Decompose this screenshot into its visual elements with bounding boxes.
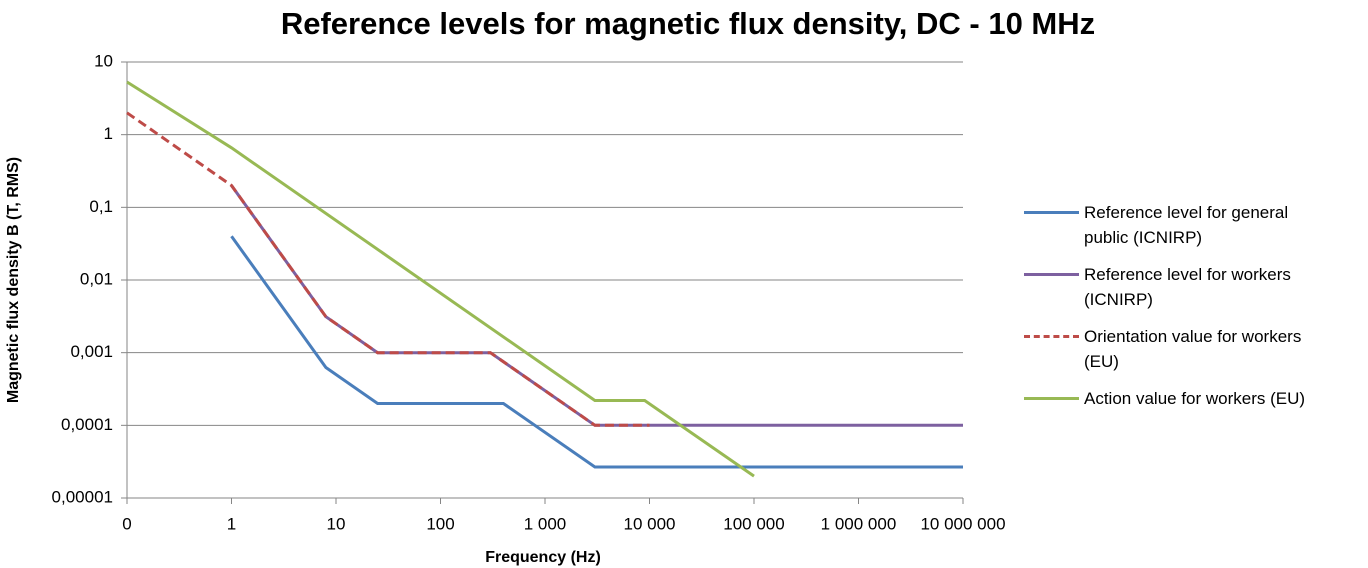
- y-axis-label: Magnetic flux density B (T, RMS): [5, 157, 22, 403]
- legend-label: Reference level for workers (ICNIRP): [1084, 265, 1291, 309]
- x-tick-label: 100: [426, 514, 454, 533]
- series-line: [230, 235, 963, 469]
- x-tick-label: 1 000 000: [821, 514, 897, 533]
- legend-item: Reference level for workers (ICNIRP): [1024, 262, 1324, 312]
- y-tick-label: 0,00001: [52, 487, 113, 506]
- legend-label: Reference level for general public (ICNI…: [1084, 203, 1289, 247]
- x-tick-label: 10: [327, 514, 346, 533]
- y-tick-label: 1: [104, 124, 113, 143]
- legend-item: Reference level for general public (ICNI…: [1024, 200, 1324, 250]
- legend-item: Orientation value for workers (EU): [1024, 324, 1324, 374]
- legend-swatch: [1024, 335, 1079, 338]
- legend-item: Action value for workers (EU): [1024, 386, 1324, 411]
- y-tick-label: 0,0001: [61, 415, 113, 434]
- x-tick-label: 1: [227, 514, 236, 533]
- series-line: [126, 80, 755, 478]
- series-line: [126, 111, 650, 427]
- y-tick-label: 0,1: [89, 197, 113, 216]
- legend-swatch: [1024, 397, 1079, 400]
- legend-label: Action value for workers (EU): [1084, 389, 1306, 408]
- x-tick-label: 10 000: [624, 514, 676, 533]
- y-tick-label: 0,001: [70, 342, 113, 361]
- y-tick-label: 10: [94, 51, 113, 70]
- legend-swatch: [1024, 273, 1079, 276]
- series-line: [230, 184, 963, 427]
- chart-title: Reference levels for magnetic flux densi…: [281, 6, 1095, 41]
- legend-label: Orientation value for workers (EU): [1084, 327, 1302, 371]
- x-axis-label: Frequency (Hz): [485, 549, 601, 566]
- legend-swatch: [1024, 211, 1079, 214]
- x-tick-label: 0: [122, 514, 131, 533]
- y-tick-label: 0,01: [80, 269, 113, 288]
- legend: Reference level for general public (ICNI…: [1024, 200, 1324, 423]
- x-tick-label: 10 000 000: [920, 514, 1005, 533]
- x-tick-label: 1 000: [524, 514, 567, 533]
- x-tick-label: 100 000: [723, 514, 784, 533]
